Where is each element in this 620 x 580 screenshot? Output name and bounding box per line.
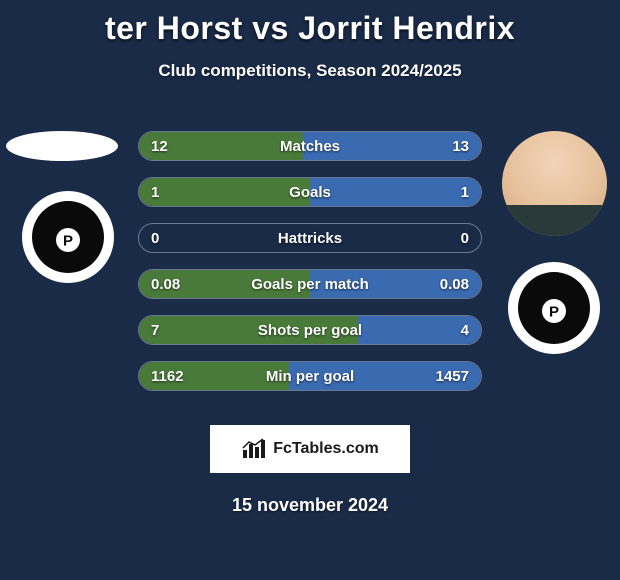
stat-label: Shots per goal xyxy=(258,322,362,339)
stat-value-right: 4 xyxy=(461,322,469,339)
player-right-column: P xyxy=(490,111,620,354)
stat-value-left: 0.08 xyxy=(151,276,180,293)
player-left-avatar xyxy=(6,131,118,161)
stat-label: Hattricks xyxy=(278,230,342,247)
stat-label: Goals per match xyxy=(251,276,369,293)
player-right-avatar xyxy=(502,131,607,236)
stat-row: 12 13 Matches xyxy=(138,131,482,161)
stats-table: 12 13 Matches 1 1 Goals 0 0 Hattricks 0.08 0.08 Goa… xyxy=(138,131,482,407)
stat-value-left: 12 xyxy=(151,138,168,155)
club-letter-left: P xyxy=(63,232,73,249)
stat-label: Goals xyxy=(289,184,331,201)
stat-row: 7 4 Shots per goal xyxy=(138,315,482,345)
comparison-title: ter Horst vs Jorrit Hendrix xyxy=(0,0,620,47)
stat-fill-left xyxy=(139,178,310,206)
stat-row: 1162 1457 Min per goal xyxy=(138,361,482,391)
stat-value-left: 1 xyxy=(151,184,159,201)
comparison-body: P P 1213Matches11Goals00Hattricks0.080.0… xyxy=(0,111,620,411)
stat-value-right: 1457 xyxy=(436,368,469,385)
chart-icon xyxy=(241,438,267,460)
stat-row: 0.08 0.08 Goals per match xyxy=(138,269,482,299)
attribution-text: FcTables.com xyxy=(273,440,379,458)
stat-value-right: 1 xyxy=(461,184,469,201)
stat-row: 0 0 Hattricks xyxy=(138,223,482,253)
stat-value-left: 0 xyxy=(151,230,159,247)
stat-value-right: 13 xyxy=(452,138,469,155)
stat-value-right: 0 xyxy=(461,230,469,247)
comparison-date: 15 november 2024 xyxy=(0,495,620,516)
club-letter-right: P xyxy=(549,303,559,320)
stat-label: Matches xyxy=(280,138,340,155)
stat-label: Min per goal xyxy=(266,368,354,385)
stat-value-left: 7 xyxy=(151,322,159,339)
player-right-club-badge: P xyxy=(508,262,600,354)
stat-row: 1 1 Goals xyxy=(138,177,482,207)
attribution-badge: FcTables.com xyxy=(210,425,410,473)
player-left-club-badge: P xyxy=(22,191,114,283)
player-left-column: P xyxy=(0,111,130,283)
stat-value-right: 0.08 xyxy=(440,276,469,293)
comparison-subtitle: Club competitions, Season 2024/2025 xyxy=(0,61,620,81)
stat-value-left: 1162 xyxy=(151,368,184,385)
stat-fill-right xyxy=(310,178,481,206)
